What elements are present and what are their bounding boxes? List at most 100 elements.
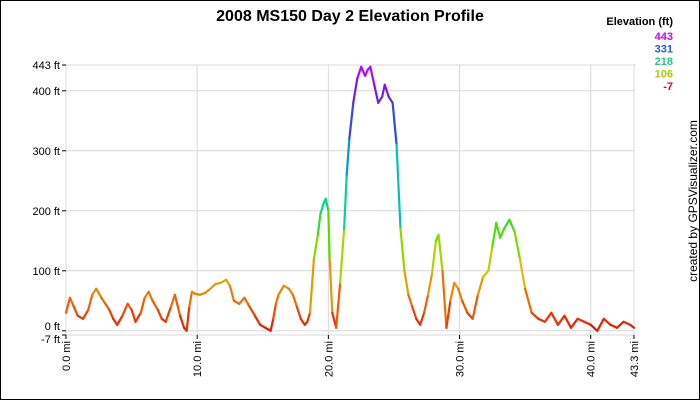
elevation-segment: [513, 230, 521, 260]
elevation-segment: [327, 209, 331, 260]
elevation-segment: [185, 305, 191, 332]
elevation-segment: [602, 317, 612, 326]
elevation-segment: [179, 314, 186, 329]
x-tick-label: 30.0 mi: [455, 341, 467, 377]
x-tick-label: 40.0 mi: [586, 341, 598, 377]
elevation-segment: [411, 305, 418, 320]
elevation-segment: [487, 245, 494, 272]
elevation-segment: [81, 308, 90, 320]
elevation-segment: [151, 299, 159, 311]
elevation-segment: [164, 305, 173, 323]
elevation-segment: [383, 83, 390, 98]
elevation-segment: [203, 287, 212, 295]
elevation-segment: [503, 218, 511, 230]
elevation-segment: [173, 293, 182, 317]
elevation-segment: [395, 143, 402, 230]
legend-entry: 106: [655, 69, 673, 81]
elevation-segment: [139, 296, 146, 314]
elevation-segment: [437, 233, 444, 272]
elevation-segment: [615, 320, 625, 329]
y-tick-label: -7 ft: [41, 334, 60, 346]
elevation-series: [64, 65, 636, 332]
x-tick-label: 43.3 mi: [629, 341, 641, 377]
legend-entry: -7: [663, 81, 673, 93]
elevation-segment: [550, 311, 560, 326]
elevation-segment: [369, 65, 376, 86]
elevation-segment: [445, 299, 452, 329]
legend-entry: 443: [655, 31, 673, 43]
elevation-segment: [308, 257, 316, 314]
elevation-segment: [295, 305, 302, 320]
elevation-segment: [108, 308, 115, 320]
elevation-segment: [491, 221, 498, 248]
elevation-segment: [299, 317, 306, 326]
y-tick-label: 300 ft: [32, 146, 60, 158]
elevation-segment: [312, 233, 319, 260]
elevation-segment: [238, 296, 246, 305]
elevation-segment: [391, 101, 398, 146]
elevation-segment: [269, 317, 275, 332]
elevation-segment: [243, 296, 251, 308]
elevation-segment: [121, 302, 129, 317]
elevation-segment: [324, 197, 330, 212]
elevation-segment: [104, 302, 111, 311]
elevation-segment: [348, 101, 355, 140]
elevation-segment: [248, 305, 256, 317]
elevation-segment: [524, 287, 533, 314]
y-tick-label: 0 ft: [45, 321, 60, 333]
x-tick-label: 20.0 mi: [323, 341, 335, 377]
elevation-segment: [373, 83, 380, 104]
elevation-segment: [583, 320, 592, 326]
elevation-segment: [556, 314, 566, 326]
elevation-segment: [356, 65, 363, 80]
elevation-segment: [319, 203, 325, 215]
elevation-segment: [335, 281, 342, 329]
elevation-segment: [576, 317, 586, 323]
y-axis-ticks: -7 ft0 ft 100 ft 200 ft 300 ft 400 ft 443 ft: [32, 60, 66, 346]
elevation-segment: [209, 282, 217, 290]
elevation-segment: [169, 293, 176, 308]
elevation-segment: [543, 311, 553, 323]
x-tick-label: 0.0 mi: [61, 341, 73, 371]
elevation-segment: [339, 227, 346, 284]
elevation-segment: [360, 65, 367, 77]
elevation-segment: [563, 314, 573, 329]
elevation-segment: [188, 290, 194, 308]
elevation-segment: [628, 323, 636, 329]
elevation-segment: [224, 278, 232, 287]
elevation-segment: [328, 257, 334, 314]
elevation-segment: [274, 293, 280, 305]
elevation-segment: [343, 173, 348, 230]
elevation-segment: [589, 323, 599, 332]
x-axis-ticks: 0.0 mi 10.0 mi 20.0 mi 30.0 mi 40.0 mi 43.3 m…: [61, 335, 641, 377]
elevation-segment: [72, 305, 79, 317]
elevation-segment: [277, 284, 285, 296]
elevation-segment: [126, 302, 133, 311]
elevation-segment: [228, 284, 236, 302]
elevation-segment: [423, 293, 430, 314]
elevation-segment: [352, 77, 359, 104]
elevation-segment: [68, 296, 75, 308]
elevation-segment: [287, 287, 295, 296]
elevation-segment: [87, 293, 94, 311]
elevation-segment: [387, 95, 394, 104]
elevation-segment: [156, 308, 163, 320]
elevation-segment: [457, 287, 464, 302]
y-tick-label: 443 ft: [32, 60, 60, 72]
y-tick-label: 100 ft: [32, 266, 60, 278]
elevation-segment: [499, 227, 506, 239]
elevation-segment: [291, 293, 298, 308]
elevation-segment: [530, 311, 540, 320]
elevation-segment: [64, 296, 72, 314]
elevation-segment: [419, 311, 426, 326]
elevation-segment: [95, 287, 103, 299]
elevation-segment: [407, 293, 414, 308]
elevation-segment: [377, 95, 384, 104]
elevation-segment: [100, 296, 107, 305]
elevation-segment: [476, 275, 485, 296]
grid-lines: [65, 64, 635, 336]
